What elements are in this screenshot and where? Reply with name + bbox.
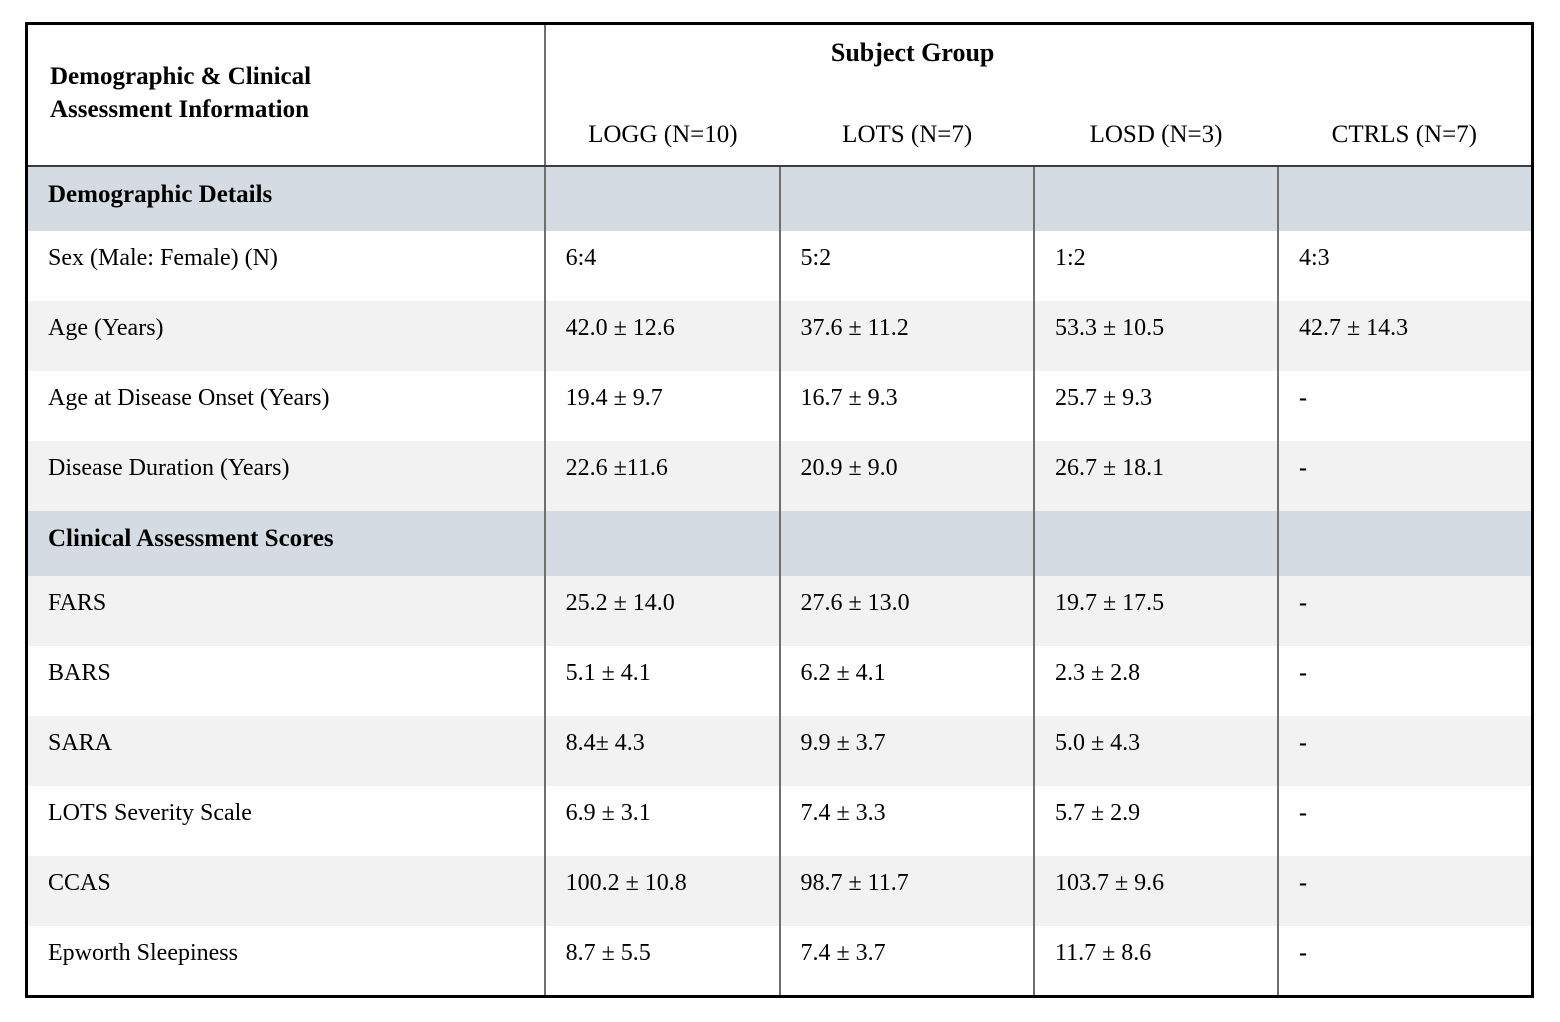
row-label: Age (Years) (26, 301, 545, 371)
cell-value: 19.7 ± 17.5 (1033, 576, 1278, 646)
cell-value: 37.6 ± 11.2 (778, 301, 1034, 371)
header-row: Demographic & Clinical Assessment Inform… (26, 23, 1533, 167)
section-empty-cell (1276, 166, 1533, 231)
cell-value: 20.9 ± 9.0 (778, 441, 1034, 511)
group-title: Subject Group (830, 38, 995, 67)
cell-value: - (1276, 786, 1533, 856)
cell-value: 25.2 ± 14.0 (543, 576, 780, 646)
section-row: Demographic Details (26, 166, 1533, 231)
column-headers: LOGG (N=10) LOTS (N=7) LOSD (N=3) CTRLS (N=… (546, 121, 1531, 149)
section-empty-cell (1033, 511, 1278, 576)
row-label: Disease Duration (Years) (26, 441, 545, 511)
section-row: Clinical Assessment Scores (26, 511, 1533, 576)
table-row: Age (Years) 42.0 ± 12.6 37.6 ± 11.2 53.3 ± … (26, 301, 1533, 371)
section-empty-cell (778, 511, 1034, 576)
table-title-cell: Demographic & Clinical Assessment Inform… (26, 23, 545, 167)
table-row: SARA 8.4± 4.3 9.9 ± 3.7 5.0 ± 4.3- (26, 716, 1533, 786)
row-label: LOTS Severity Scale (48, 800, 252, 826)
cell-value: 6.2 ± 4.1 (778, 646, 1034, 716)
cell-value: 103.7 ± 9.6 (1033, 856, 1278, 926)
table-row: Epworth Sleepiness 8.7 ± 5.5 7.4 ± 3.7 11.7… (27, 926, 1533, 996)
table-row: FARS 25.2 ± 14.0 27.6 ± 13.0 19.7 ± 17.5- (26, 576, 1533, 646)
table-row: CCAS 100.2 ± 10.8 98.7 ± 11.7 103.7 ± 9.6- (26, 856, 1533, 926)
cell-value: - (1276, 856, 1533, 926)
cell-value: 53.3 ± 10.5 (1033, 301, 1278, 371)
cell-value: 6.9 ± 3.1 (543, 786, 780, 856)
table-row: Age at Disease Onset (Years) 19.4 ± 9.7 16… (27, 371, 1533, 441)
cell-value: 26.7 ± 18.1 (1033, 441, 1278, 511)
table-row: BARS 5.1 ± 4.1 6.2 ± 4.1 2.3 ± 2.8- (27, 646, 1533, 716)
cell-value: 8.4± 4.3 (543, 716, 780, 786)
row-label: Age at Disease Onset (Years) (48, 385, 330, 411)
row-label: BARS (48, 660, 111, 686)
row-label: Epworth Sleepiness (48, 940, 238, 966)
cell-value: 6:4 (543, 231, 780, 301)
row-label: CCAS (26, 856, 545, 926)
cell-value: 5:2 (778, 231, 1034, 301)
cell-value: 98.7 ± 11.7 (778, 856, 1034, 926)
cell-value: 5.0 ± 4.3 (1033, 716, 1278, 786)
column-header: LOSD (N=3) (1089, 121, 1223, 148)
table-row: LOTS Severity Scale 6.9 ± 3.1 7.4 ± 3.3 5.7… (27, 786, 1533, 856)
section-empty-cell (1033, 166, 1278, 231)
cell-value: 25.7 ± 9.3 (1033, 371, 1278, 441)
cell-value: - (1276, 371, 1533, 441)
section-empty-cell (543, 166, 780, 231)
cell-value: 42.7 ± 14.3 (1276, 301, 1533, 371)
row-label: SARA (26, 716, 545, 786)
cell-value: 2.3 ± 2.8 (1033, 646, 1278, 716)
cell-value: 100.2 ± 10.8 (543, 856, 780, 926)
section-title: Demographic Details (26, 166, 545, 231)
subject-group-inner: Subject Group LOGG (N=10) LOTS (N=7) LOSD … (546, 25, 1531, 165)
cell-value: 7.4 ± 3.3 (778, 786, 1034, 856)
section-empty-cell (543, 511, 780, 576)
subject-group-cell: Subject Group LOGG (N=10) LOTS (N=7) LOSD … (543, 23, 1533, 167)
column-header: LOGG (N=10) (588, 121, 738, 148)
row-label: FARS (26, 576, 545, 646)
cell-value: 27.6 ± 13.0 (778, 576, 1034, 646)
cell-value: 7.4 ± 3.7 (778, 926, 1034, 996)
cell-value: - (1276, 926, 1533, 996)
cell-value: 8.7 ± 5.5 (543, 926, 780, 996)
cell-value: 5.1 ± 4.1 (543, 646, 780, 716)
cell-value: 22.6 ±11.6 (543, 441, 780, 511)
section-empty-cell (778, 166, 1034, 231)
cell-value: - (1276, 716, 1533, 786)
table-row: Sex (Male: Female) (N) 6:4 5:2 1:2 4:3 (27, 231, 1533, 301)
cell-value: - (1276, 441, 1533, 511)
cell-value: 19.4 ± 9.7 (543, 371, 780, 441)
cell-value: - (1276, 646, 1533, 716)
demographics-table: Demographic & Clinical Assessment Inform… (25, 22, 1534, 998)
cell-value: 42.0 ± 12.6 (543, 301, 780, 371)
cell-value: 4:3 (1276, 231, 1533, 301)
cell-value: 9.9 ± 3.7 (778, 716, 1034, 786)
cell-value: - (1276, 576, 1533, 646)
row-label: Sex (Male: Female) (N) (48, 245, 278, 271)
section-title: Clinical Assessment Scores (26, 511, 545, 576)
cell-value: 1:2 (1033, 231, 1278, 301)
column-header: CTRLS (N=7) (1331, 121, 1478, 148)
column-header: LOTS (N=7) (842, 121, 973, 148)
section-empty-cell (1276, 511, 1533, 576)
table-title: Demographic & Clinical Assessment Inform… (50, 63, 312, 123)
cell-value: 16.7 ± 9.3 (778, 371, 1034, 441)
cell-value: 11.7 ± 8.6 (1033, 926, 1278, 996)
cell-value: 5.7 ± 2.9 (1033, 786, 1278, 856)
table-row: Disease Duration (Years) 22.6 ±11.6 20.9 ±… (26, 441, 1533, 511)
